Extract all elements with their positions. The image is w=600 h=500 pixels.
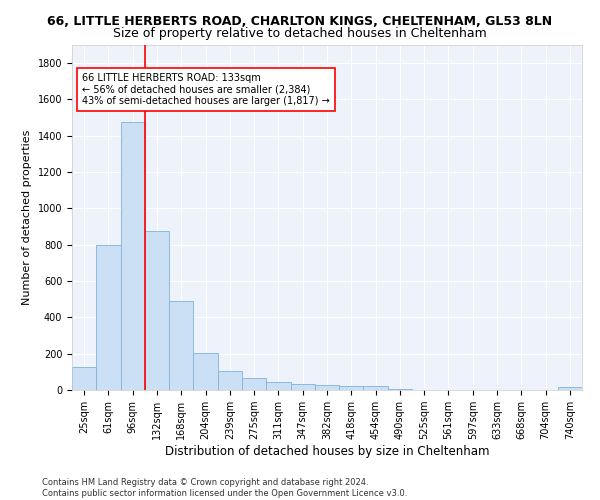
Y-axis label: Number of detached properties: Number of detached properties — [22, 130, 32, 305]
Bar — [218, 371, 242, 390]
Bar — [96, 244, 121, 390]
Text: Size of property relative to detached houses in Cheltenham: Size of property relative to detached ho… — [113, 28, 487, 40]
Bar — [364, 386, 388, 390]
Bar — [169, 301, 193, 390]
Bar — [266, 382, 290, 390]
Bar — [290, 384, 315, 390]
Text: Contains HM Land Registry data © Crown copyright and database right 2024.
Contai: Contains HM Land Registry data © Crown c… — [42, 478, 407, 498]
Bar — [339, 386, 364, 390]
X-axis label: Distribution of detached houses by size in Cheltenham: Distribution of detached houses by size … — [165, 445, 489, 458]
Bar — [121, 122, 145, 390]
Text: 66, LITTLE HERBERTS ROAD, CHARLTON KINGS, CHELTENHAM, GL53 8LN: 66, LITTLE HERBERTS ROAD, CHARLTON KINGS… — [47, 15, 553, 28]
Bar — [558, 388, 582, 390]
Bar — [388, 389, 412, 390]
Bar — [72, 368, 96, 390]
Bar — [315, 386, 339, 390]
Bar — [145, 231, 169, 390]
Text: 66 LITTLE HERBERTS ROAD: 133sqm
← 56% of detached houses are smaller (2,384)
43%: 66 LITTLE HERBERTS ROAD: 133sqm ← 56% of… — [82, 72, 330, 106]
Bar — [242, 378, 266, 390]
Bar — [193, 353, 218, 390]
